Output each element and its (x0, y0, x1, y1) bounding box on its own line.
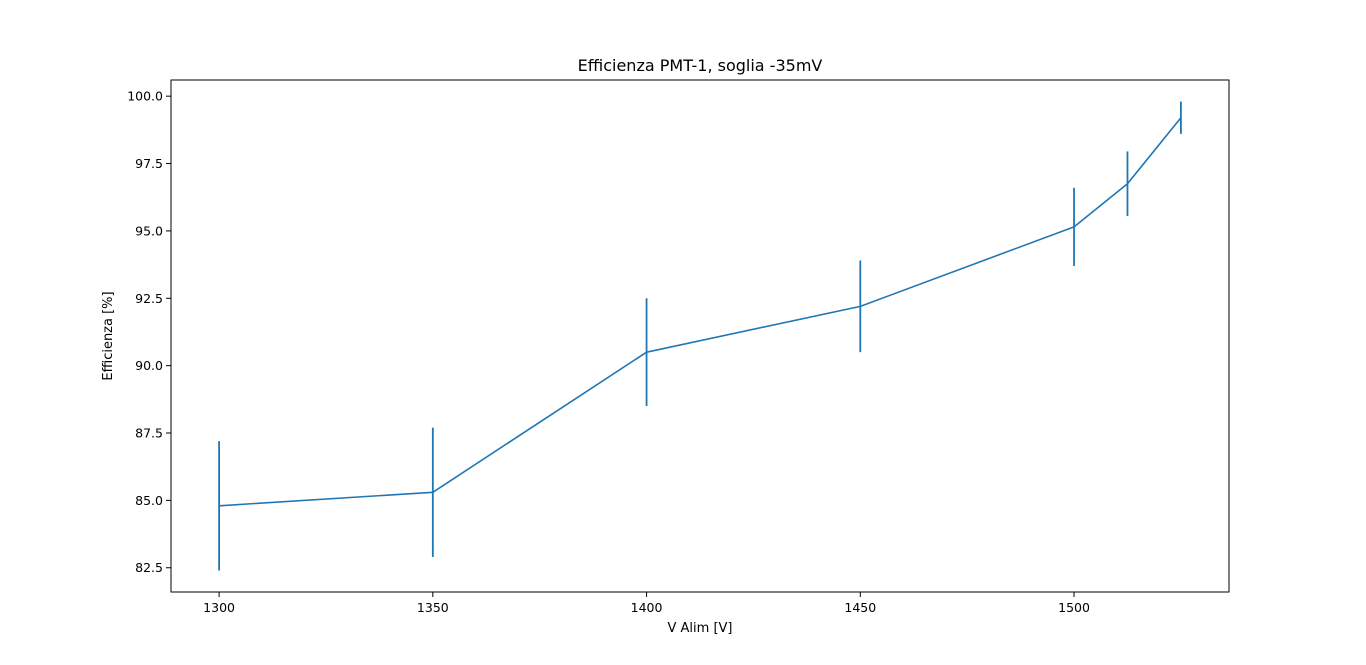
x-tick-label: 1300 (203, 600, 235, 615)
x-tick-label: 1350 (417, 600, 449, 615)
y-tick-label: 85.0 (135, 493, 163, 508)
chart-title: Efficienza PMT-1, soglia -35mV (578, 56, 823, 75)
y-tick-label: 90.0 (135, 358, 163, 373)
axes-frame (170, 79, 1230, 593)
x-axis: 1300 1350 1400 1450 1500 (203, 592, 1090, 615)
plot-area (218, 101, 1182, 571)
x-tick-label: 1500 (1058, 600, 1090, 615)
x-tick-label: 1400 (631, 600, 663, 615)
y-tick-label: 92.5 (135, 291, 163, 306)
x-axis-label: V Alim [V] (668, 621, 733, 636)
y-axis: 82.5 85.0 87.5 90.0 92.5 95.0 97.5 100.0 (127, 89, 171, 575)
x-tick-label: 1450 (844, 600, 876, 615)
y-tick-label: 87.5 (135, 426, 163, 441)
y-tick-label: 97.5 (135, 156, 163, 171)
y-axis-label: Efficienza [%] (101, 291, 116, 380)
y-tick-label: 82.5 (135, 560, 163, 575)
y-tick-label: 100.0 (127, 89, 163, 104)
y-tick-label: 95.0 (135, 223, 163, 238)
